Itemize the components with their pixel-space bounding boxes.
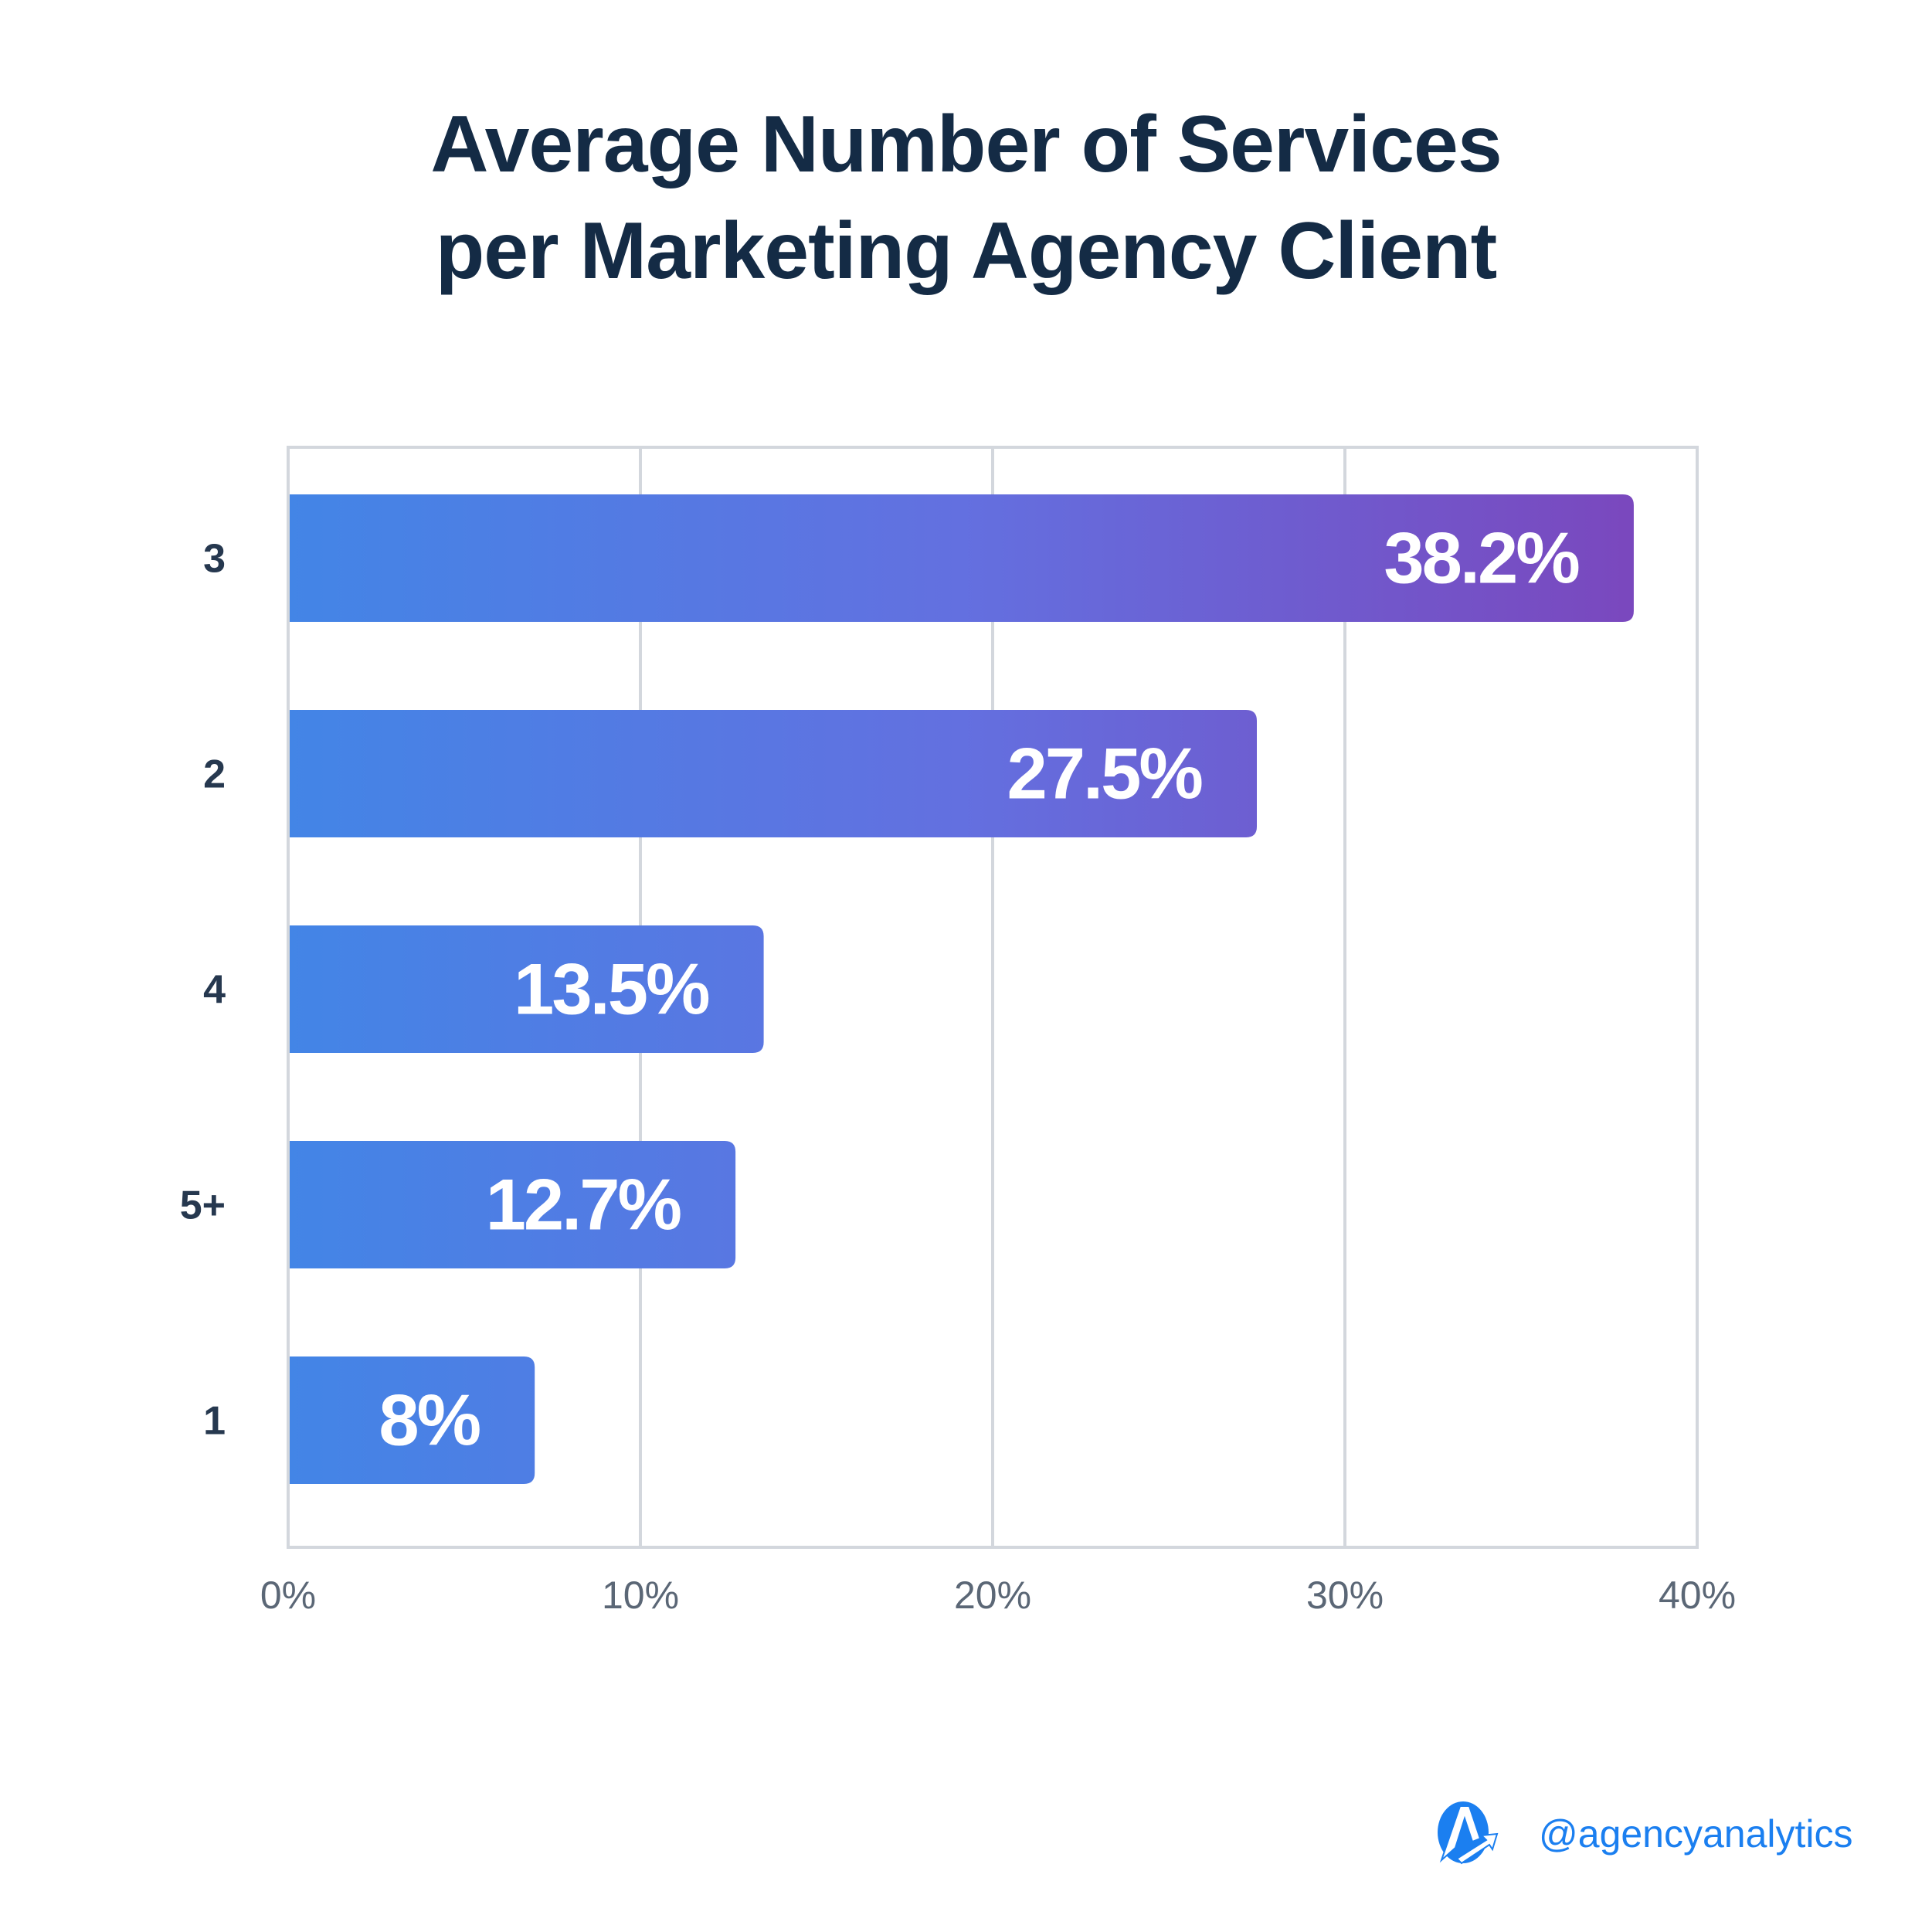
- category-label: 1: [203, 1399, 226, 1444]
- chart-title: Average Number of Services per Marketing…: [0, 91, 1932, 304]
- x-tick-label: 0%: [260, 1574, 316, 1617]
- category-label: 4: [203, 968, 226, 1013]
- x-tick-label: 10%: [602, 1574, 679, 1617]
- footer-brand: @agencyanalytics: [1435, 1801, 1853, 1866]
- data-labels: 38.2% 27.5% 13.5% 12.7% 8%: [379, 518, 1581, 1461]
- bar: [288, 494, 1634, 622]
- data-label: 38.2%: [1384, 518, 1579, 599]
- bar: [288, 925, 764, 1053]
- x-tick-label: 20%: [954, 1574, 1031, 1617]
- chart-title-line-2: per Marketing Agency Client: [435, 206, 1497, 296]
- bar: [288, 1356, 535, 1484]
- bars: [288, 494, 1634, 1484]
- plot-area-border: [287, 446, 1699, 1549]
- category-label: 2: [203, 752, 226, 797]
- data-label: 27.5%: [1007, 733, 1202, 814]
- chart-title-line-1: Average Number of Services: [430, 100, 1502, 189]
- brand-handle: @agencyanalytics: [1539, 1812, 1853, 1856]
- x-tick-label: 30%: [1306, 1574, 1384, 1617]
- data-label: 12.7%: [486, 1164, 681, 1245]
- plot-frame: [287, 446, 1699, 1549]
- category-axis: 3 2 4 5+ 1: [180, 537, 226, 1444]
- bar: [288, 710, 1257, 837]
- agencyanalytics-logo-icon: [1435, 1800, 1500, 1869]
- data-label: 13.5%: [514, 949, 709, 1030]
- x-tick-label: 40%: [1659, 1574, 1736, 1617]
- category-label: 3: [203, 537, 226, 582]
- bar: [288, 1141, 736, 1268]
- value-axis: 0% 10% 20% 30% 40%: [260, 1574, 1736, 1617]
- category-label: 5+: [180, 1183, 226, 1228]
- data-label: 8%: [379, 1380, 480, 1461]
